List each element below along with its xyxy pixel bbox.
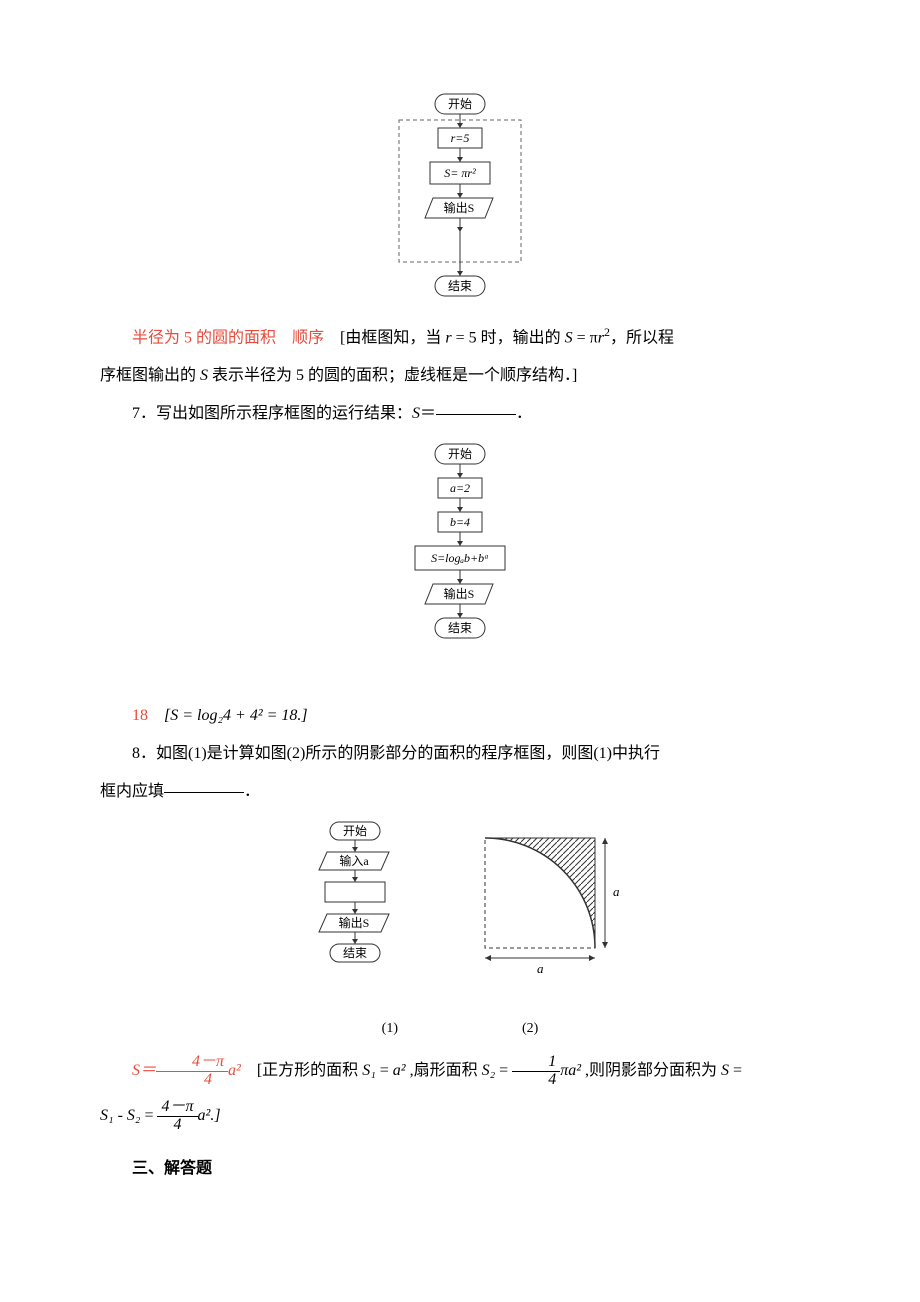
- answer6-mid2: = π: [573, 329, 598, 346]
- q8-frac14: 14: [512, 1054, 560, 1089]
- q8-text: 8．如图(1)是计算如图(2)所示的阴影部分的面积的程序框图，则图(1)中执行: [100, 738, 820, 770]
- q8-ans-num: 4－π: [156, 1054, 228, 1072]
- flow1-step2: S= πr²: [444, 166, 476, 180]
- q7-flow-start: 开始: [448, 447, 472, 461]
- q8-figlabel-1: (1): [382, 1015, 398, 1043]
- q8-l2-post: a².]: [198, 1107, 221, 1124]
- q8-flow-end: 结束: [343, 946, 367, 960]
- q8-blank: [164, 792, 244, 793]
- q7-flow-out: 输出S: [444, 586, 475, 601]
- answer6-mid1: = 5 时，输出的: [452, 329, 565, 346]
- page: 开始 r=5 S= πr² 输出S 结束 半径为: [0, 0, 920, 1261]
- q8-figlabels: (1) (2): [100, 1012, 820, 1044]
- answer6: 半径为 5 的圆的面积 顺序 [由框图知，当 r = 5 时，输出的 S = π…: [100, 320, 820, 354]
- q8-answer-line2: S₁ - S₂ = 4－π4a².]: [100, 1097, 820, 1135]
- flow1-start: 开始: [448, 97, 472, 111]
- answer6-b: 顺序: [292, 329, 324, 346]
- q8-a2b: a²: [568, 1062, 581, 1079]
- q7-blank: [436, 414, 516, 415]
- q8-ans-pre: S＝: [132, 1062, 156, 1079]
- answer6-after: ，所以程: [610, 329, 674, 346]
- q7-explain: [S = log₂4 + 4² = 18.]: [164, 707, 308, 724]
- q8-answer-line: S＝4－π4a² [正方形的面积 S₁ = a² ,扇形面积 S₂ = 14πa…: [100, 1052, 820, 1090]
- q8-ans-den: 4: [156, 1072, 228, 1089]
- q8-exS: S: [721, 1062, 733, 1079]
- q7-pre: 7．写出如图所示程序框图的运行结果：: [132, 405, 412, 422]
- q8-figlabel-2: (2): [522, 1015, 538, 1043]
- q8-comma2: ,则阴影部分面积为: [581, 1062, 721, 1079]
- answer6-a: 半径为 5 的圆的面积: [132, 329, 276, 346]
- answer6-l2-S: S: [200, 367, 212, 384]
- q8-eq1: =: [376, 1062, 393, 1079]
- q7-text: 7．写出如图所示程序框图的运行结果：S＝ ．: [100, 398, 820, 430]
- answer6-l2-mid: 表示半径为 5 的圆的面积；虚线框是一个顺序结构．]: [212, 367, 577, 384]
- answer6-l2-pre: 序框图输出的: [100, 367, 200, 384]
- flowchart-q7: 开始 a=2 b=4 S=logₐb+bᵃ 输出S 结束: [385, 440, 535, 690]
- q7-S: S: [412, 405, 420, 422]
- q8-flow-in: 输入a: [339, 853, 369, 868]
- q8-eq3: =: [733, 1062, 742, 1079]
- q8-S1: S₁: [362, 1062, 376, 1079]
- q8-l2-den: 4: [157, 1117, 197, 1134]
- q8-l2-S2: S₂: [127, 1107, 141, 1124]
- flowchart-q8: 开始 输入a 输出S 结束: [295, 818, 415, 1008]
- q8-ans-post: a²: [228, 1062, 241, 1079]
- answer6-explain-pre: [由框图知，当: [340, 329, 445, 346]
- flowchart-1: 开始 r=5 S= πr² 输出S 结束: [385, 90, 535, 310]
- q8-figures: 开始 输入a 输出S 结束: [100, 818, 820, 1008]
- q7-answer: 18: [132, 707, 148, 724]
- q8-l2-frac: 4－π4: [157, 1099, 197, 1134]
- q8-eq2: =: [495, 1062, 512, 1079]
- q8-a-right: a: [613, 884, 620, 899]
- answer6-S: S: [565, 329, 573, 346]
- q8-t2-pre: 框内应填: [100, 783, 164, 800]
- q8-f14-num: 1: [512, 1054, 560, 1072]
- answer6-line2: 序框图输出的 S 表示半径为 5 的圆的面积；虚线框是一个顺序结构．]: [100, 360, 820, 392]
- q8-l2-eq: =: [140, 1107, 157, 1124]
- q7-flow-end: 结束: [448, 621, 472, 635]
- flow1-end: 结束: [448, 279, 472, 293]
- q8-l2-S1: S₁: [100, 1107, 114, 1124]
- flow1-output: 输出S: [444, 200, 475, 215]
- q7-flow-a: a=2: [450, 481, 470, 495]
- q8-flow-out: 输出S: [339, 915, 370, 930]
- q8-a2: a²: [393, 1062, 406, 1079]
- q7-flow-b: b=4: [450, 515, 470, 529]
- q8-text2: 框内应填 ．: [100, 776, 820, 808]
- section-3-title: 三、解答题: [100, 1153, 820, 1185]
- flowchart-q7-container: 开始 a=2 b=4 S=logₐb+bᵃ 输出S 结束: [100, 440, 820, 690]
- q8-pi: π: [560, 1062, 568, 1079]
- q8-ans-frac: 4－π4: [156, 1054, 228, 1089]
- q8-f14-den: 4: [512, 1072, 560, 1089]
- q7-answer-line: 18 [S = log₂4 + 4² = 18.]: [100, 700, 820, 732]
- q8-l2-num: 4－π: [157, 1099, 197, 1117]
- flowchart-1-container: 开始 r=5 S= πr² 输出S 结束: [100, 90, 820, 310]
- q8-a-bottom: a: [537, 961, 544, 976]
- flow1-step1: r=5: [451, 131, 470, 145]
- q7-post: ．: [516, 405, 532, 422]
- q8-comma: ,扇形面积: [406, 1062, 482, 1079]
- q8-t2-post: ．: [244, 783, 260, 800]
- q7-eq: ＝: [420, 405, 436, 422]
- figure-q8-shaded: a a: [455, 818, 625, 988]
- q8-l2-minus: -: [114, 1107, 127, 1124]
- q8-exp1: [正方形的面积: [257, 1062, 362, 1079]
- q8-S2: S₂: [482, 1062, 496, 1079]
- q7-flow-s: S=logₐb+bᵃ: [431, 551, 489, 565]
- q8-flow-start: 开始: [343, 824, 367, 838]
